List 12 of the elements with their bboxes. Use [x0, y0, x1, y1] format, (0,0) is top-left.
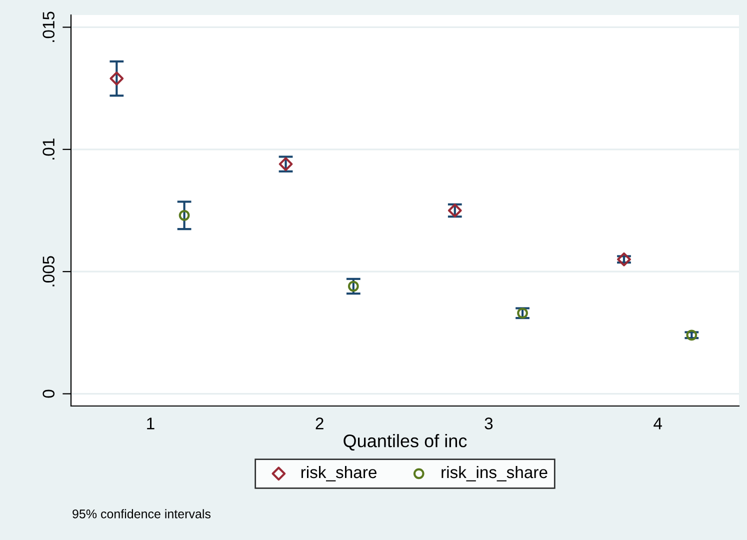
x-tick-label: 4 [654, 418, 662, 430]
y-tick-label: 0 [42, 390, 55, 398]
y-tick-label: .005 [42, 256, 55, 286]
legend-label: risk_share [301, 466, 376, 482]
text: 95% confidence intervals [72, 509, 211, 518]
x-tick-label: 2 [316, 418, 324, 430]
legend-label: risk_ins_share [442, 466, 548, 482]
y-tick-label: .015 [42, 12, 55, 42]
y-tick-label: .01 [42, 138, 55, 160]
x-axis-title: Quantiles of inc [344, 434, 467, 451]
x-tick-label: 1 [147, 418, 154, 430]
x-tick-label: 3 [484, 418, 493, 430]
